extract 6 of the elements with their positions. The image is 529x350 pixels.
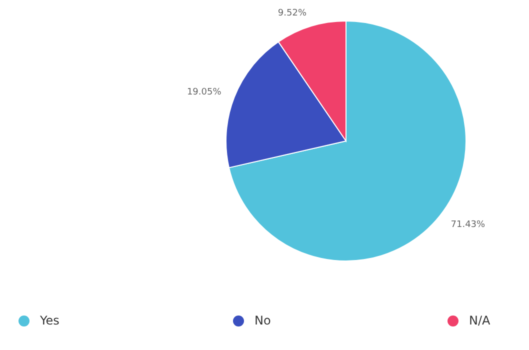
legend-label: N/A bbox=[469, 313, 492, 328]
data-label: 19.05% bbox=[186, 87, 222, 98]
data-label: 71.43% bbox=[450, 220, 486, 230]
legend-label: Yes bbox=[39, 313, 60, 328]
legend-label: No bbox=[254, 313, 271, 328]
data-label: 9.52% bbox=[278, 8, 307, 18]
